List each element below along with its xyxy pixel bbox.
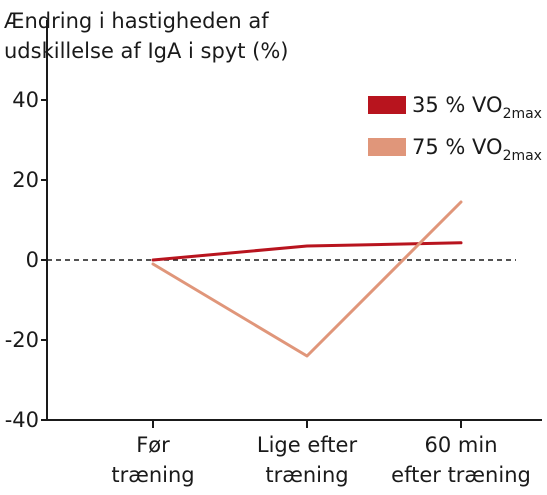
legend-swatch-1 (368, 96, 406, 114)
legend-label-subscript: 2max (503, 106, 542, 122)
legend-label-main: 75 % VO (412, 135, 503, 159)
x-tick-label: træning (111, 463, 194, 487)
axes: -40 -20 0 20 40 Før træning Lige efter træning 60… (5, 20, 542, 487)
y-tick-label: 40 (12, 88, 39, 112)
legend-label-main: 35 % VO (412, 93, 503, 117)
legend-label-1: 35 % VO2max (412, 93, 542, 122)
x-tick-label: efter træning (391, 463, 531, 487)
legend-swatch-2 (368, 138, 406, 156)
y-tick-label: -20 (5, 328, 39, 352)
x-tick-label: 60 min (425, 433, 498, 457)
title-line-1: Ændring i hastigheden af (4, 9, 269, 33)
x-tick-label: Før (136, 433, 170, 457)
x-tick-label: Lige efter (257, 433, 358, 457)
y-tick-label: 0 (26, 248, 39, 272)
y-tick-label: -40 (5, 408, 39, 432)
y-tick-label: 20 (12, 168, 39, 192)
legend-label-subscript: 2max (503, 148, 542, 164)
series-line-2 (151, 200, 463, 358)
chart-title: Ændring i hastigheden af udskillelse af I… (4, 9, 289, 63)
title-line-2: udskillelse af IgA i spyt (%) (4, 39, 289, 63)
legend-label-2: 75 % VO2max (412, 135, 542, 164)
series-lines (151, 200, 463, 358)
series-line-1 (151, 241, 463, 262)
x-tick-label: træning (265, 463, 348, 487)
